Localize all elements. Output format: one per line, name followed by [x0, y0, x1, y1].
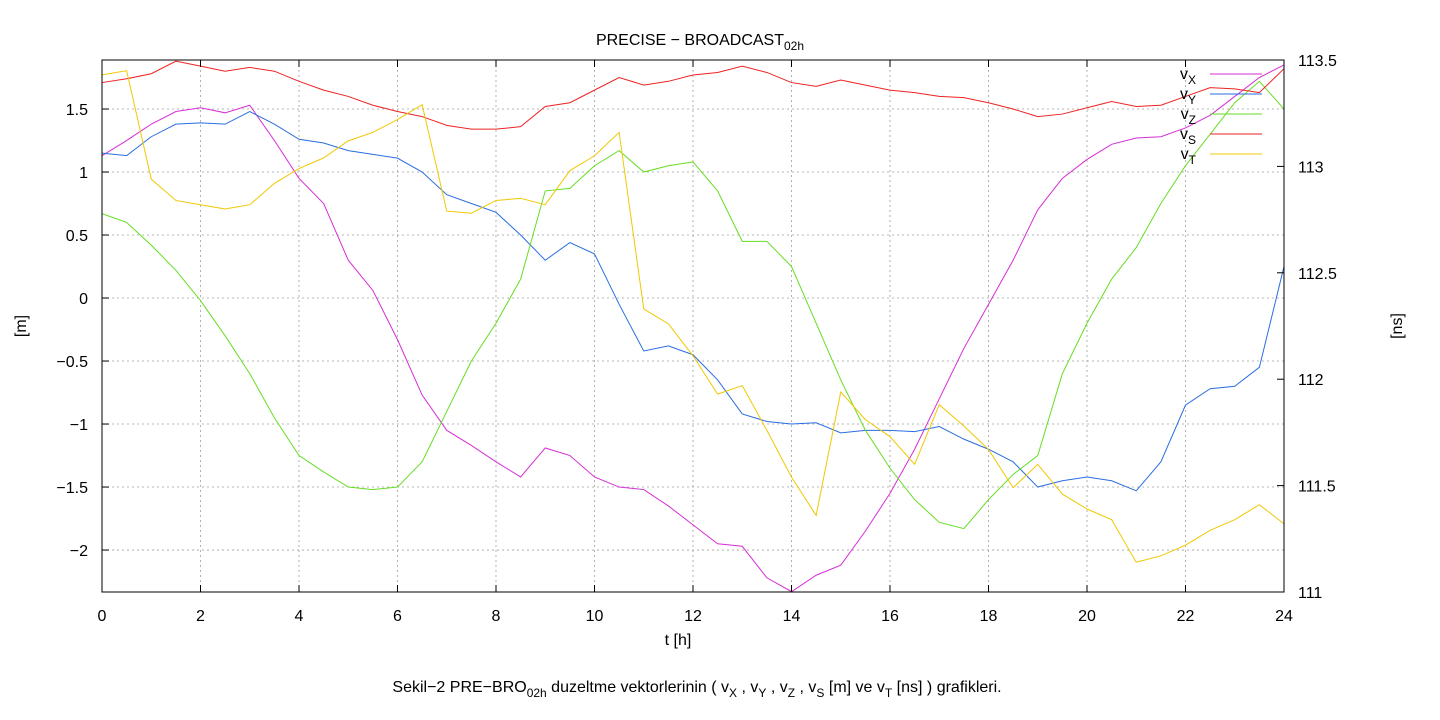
- caption: Sekil−2 PRE−BRO02h duzeltme vektorlerini…: [392, 679, 1001, 700]
- text-part: duzeltme vektorlerinin ( v: [547, 679, 729, 696]
- x-tick-label: 10: [586, 608, 604, 625]
- legend-label: vY: [1180, 86, 1196, 107]
- subscript: Z: [788, 686, 795, 700]
- y-tick-label: 1: [79, 165, 88, 182]
- chart-title: PRECISE − BROADCAST02h: [596, 32, 804, 53]
- series-line: [101, 70, 1285, 563]
- subscript: Z: [1189, 113, 1196, 127]
- y2-tick-label: 112.5: [1298, 266, 1337, 283]
- subscript: Y: [758, 686, 766, 700]
- text-part: , v: [795, 679, 816, 696]
- subscript: Y: [1188, 93, 1196, 107]
- y-tick-label: −2: [70, 543, 88, 560]
- x-tick-label: 2: [196, 608, 205, 625]
- series-line: [101, 60, 1285, 130]
- y-tick-label: −1.5: [56, 480, 88, 497]
- y-tick-label: −0.5: [56, 354, 88, 371]
- subscript: T: [885, 686, 893, 700]
- text-part: v: [1181, 146, 1189, 163]
- x-tick-label: 0: [98, 608, 107, 625]
- subscript: T: [1189, 153, 1197, 167]
- y2-tick-label: 113: [1298, 159, 1324, 176]
- x-axis-label: t [h]: [665, 632, 692, 649]
- x-tick-label: 14: [783, 608, 801, 625]
- x-tick-label: 6: [393, 608, 402, 625]
- subscript: S: [1188, 133, 1196, 147]
- text-part: [m] ve v: [824, 679, 884, 696]
- text-part: , v: [766, 679, 787, 696]
- x-tick-label: 20: [1078, 608, 1096, 625]
- text-part: Sekil−2 PRE−BRO: [392, 679, 526, 696]
- y2-axis-label: [ns]: [1389, 313, 1406, 339]
- x-tick-label: 4: [295, 608, 304, 625]
- text-part: v: [1180, 86, 1188, 103]
- text-part: PRECISE − BROADCAST: [596, 32, 784, 49]
- legend-label: vZ: [1181, 106, 1196, 127]
- y2-tick-label: 111.5: [1298, 479, 1336, 496]
- series-line: [101, 64, 1285, 593]
- x-tick-label: 16: [881, 608, 899, 625]
- y-tick-label: −1: [70, 417, 88, 434]
- text-part: v: [1181, 106, 1189, 123]
- legend-label: vS: [1180, 126, 1196, 147]
- text-part: v: [1180, 126, 1188, 143]
- series-line: [101, 80, 1285, 530]
- y2-tick-label: 111: [1298, 585, 1322, 602]
- y-tick-label: 0: [79, 291, 88, 308]
- legend-label: vX: [1180, 66, 1196, 87]
- subscript: S: [816, 686, 824, 700]
- series-line: [101, 110, 1285, 492]
- y2-tick-label: 112: [1298, 372, 1324, 389]
- subscript: 02h: [527, 686, 547, 700]
- subscript: 02h: [784, 39, 804, 53]
- x-tick-label: 12: [684, 608, 702, 625]
- grid: [101, 60, 1285, 592]
- x-tick-label: 22: [1177, 608, 1195, 625]
- x-tick-label: 8: [492, 608, 501, 625]
- x-tick-label: 18: [980, 608, 998, 625]
- y-axis-label: [m]: [13, 315, 30, 337]
- plot-data: [101, 60, 1285, 593]
- text-part: , v: [737, 679, 758, 696]
- y-tick-label: 1.5: [66, 102, 88, 119]
- legend-label: vT: [1181, 146, 1197, 167]
- text-part: v: [1180, 66, 1188, 83]
- subscript: X: [729, 686, 737, 700]
- x-tick-label: 24: [1275, 608, 1293, 625]
- text-part: [ns] ) grafikleri.: [892, 679, 1001, 696]
- subscript: X: [1188, 73, 1196, 87]
- y-tick-label: 0.5: [66, 228, 88, 245]
- y2-tick-label: 113.5: [1298, 53, 1337, 70]
